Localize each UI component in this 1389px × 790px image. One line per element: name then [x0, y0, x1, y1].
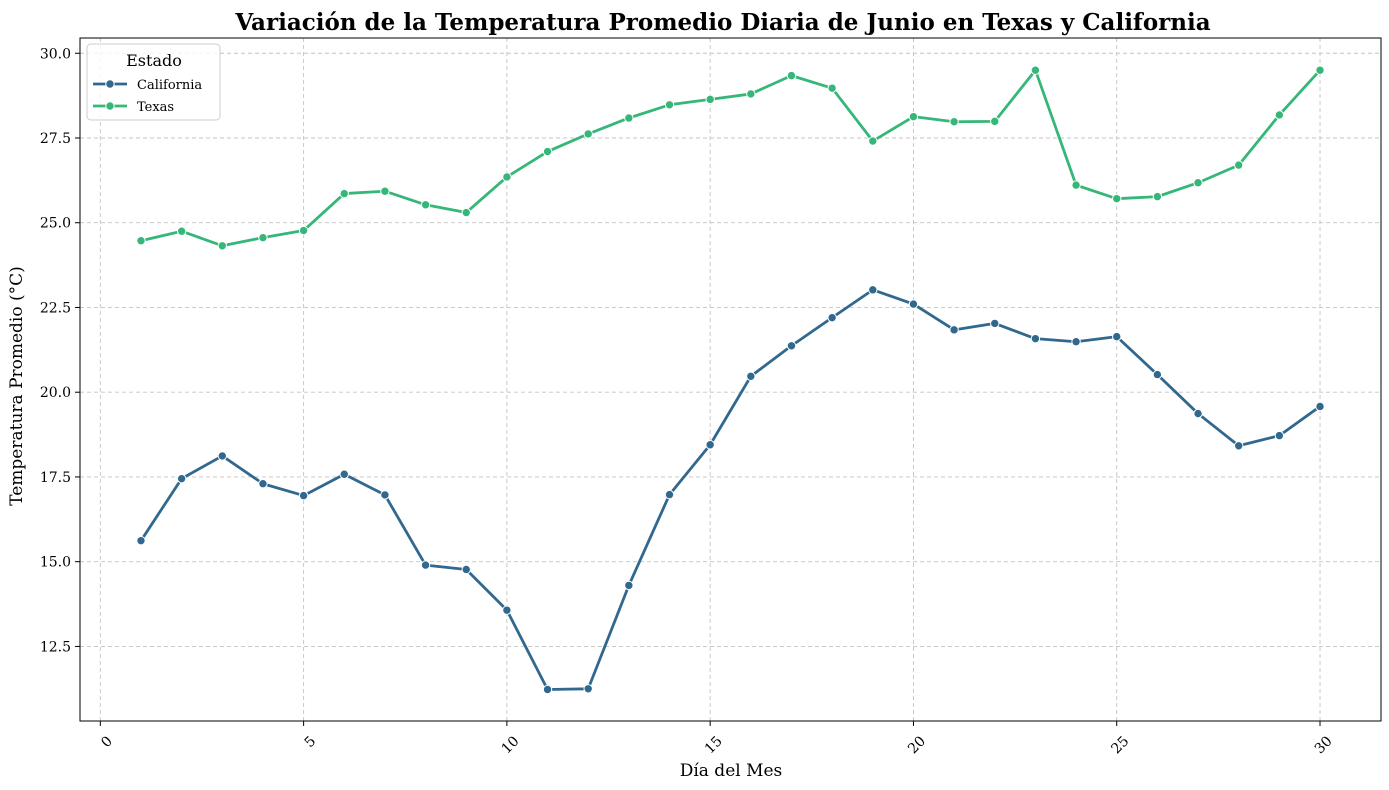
data-point-california: [542, 684, 553, 695]
legend: Estado California Texas: [86, 43, 221, 121]
chart-title: Variación de la Temperatura Promedio Dia…: [234, 9, 1210, 36]
series-line-texas: [139, 68, 1322, 248]
data-point-texas: [1193, 178, 1203, 188]
data-point-texas: [664, 100, 675, 110]
y-tick-label: 25.0: [40, 216, 71, 232]
data-point-california: [990, 318, 1000, 329]
y-tick-label: 30.0: [40, 46, 71, 62]
data-point-california: [298, 490, 309, 501]
data-point-texas: [502, 172, 512, 182]
data-point-texas: [868, 136, 878, 146]
data-point-california: [502, 605, 512, 615]
data-point-texas: [1315, 65, 1325, 75]
data-point-california: [176, 473, 187, 484]
y-tick-label: 12.5: [40, 639, 71, 655]
plot-frame: [79, 37, 1382, 722]
y-tick-label: 20.0: [40, 385, 71, 401]
data-point-california: [1152, 369, 1163, 380]
data-point-california: [583, 684, 593, 694]
data-point-texas: [339, 188, 349, 199]
data-point-california: [461, 564, 471, 575]
data-point-texas: [217, 241, 227, 251]
data-point-texas: [136, 235, 146, 246]
data-point-texas: [949, 117, 959, 127]
data-point-texas: [908, 111, 919, 122]
data-point-texas: [1152, 191, 1163, 202]
data-point-texas: [746, 89, 756, 99]
series-lines: [136, 65, 1325, 695]
data-point-texas: [420, 200, 431, 210]
data-point-california: [1030, 333, 1041, 344]
data-point-texas: [461, 207, 471, 218]
data-point-texas: [298, 225, 309, 236]
data-point-texas: [1274, 110, 1285, 120]
data-point-texas: [583, 129, 593, 139]
y-tick-label: 17.5: [40, 470, 71, 486]
data-point-texas: [786, 70, 797, 81]
grid: [80, 38, 1381, 721]
data-point-texas: [176, 226, 187, 236]
data-point-california: [420, 560, 431, 570]
data-point-california: [217, 451, 227, 461]
data-point-california: [1112, 331, 1122, 342]
legend-marker-california: [105, 79, 115, 89]
data-point-california: [624, 580, 634, 591]
axes: 0 5 10 15 20 25 3012.515.017.520.022.525.027.5…: [40, 37, 1382, 757]
legend-title: Estado: [126, 51, 182, 70]
data-point-california: [705, 440, 715, 450]
data-point-texas: [542, 146, 553, 157]
data-point-california: [908, 299, 919, 309]
data-point-california: [1315, 401, 1325, 412]
data-point-california: [339, 469, 349, 479]
x-axis-label: Día del Mes: [680, 761, 783, 781]
legend-box: [86, 43, 221, 121]
data-point-california: [1193, 408, 1203, 419]
legend-marker-texas: [105, 101, 115, 111]
data-point-texas: [624, 113, 634, 123]
legend-entries: California Texas: [93, 78, 202, 115]
data-point-texas: [1112, 193, 1122, 204]
data-point-texas: [380, 186, 390, 196]
data-point-california: [949, 325, 959, 335]
data-point-california: [746, 371, 756, 381]
y-tick-label: 15.0: [40, 555, 71, 571]
legend-label-california: California: [137, 78, 202, 93]
data-point-california: [827, 312, 837, 323]
data-point-california: [1274, 430, 1285, 441]
data-point-california: [664, 489, 675, 500]
legend-label-texas: Texas: [137, 100, 174, 115]
y-tick-label: 27.5: [40, 131, 71, 147]
data-point-texas: [1234, 160, 1244, 170]
y-tick-label: 22.5: [40, 300, 71, 316]
data-point-california: [1234, 441, 1244, 451]
data-point-texas: [990, 116, 1000, 127]
data-point-texas: [258, 232, 268, 243]
data-point-california: [786, 341, 797, 351]
data-point-california: [868, 285, 878, 295]
data-point-california: [380, 490, 390, 500]
series-line-california: [139, 288, 1322, 691]
data-point-texas: [705, 94, 715, 105]
data-point-texas: [1071, 180, 1081, 190]
data-point-california: [258, 479, 268, 489]
data-point-texas: [1030, 65, 1041, 75]
data-point-texas: [827, 83, 837, 93]
data-point-california: [136, 535, 146, 546]
y-axis-label: Temperatura Promedio (°C): [7, 266, 27, 506]
data-point-california: [1071, 337, 1081, 347]
